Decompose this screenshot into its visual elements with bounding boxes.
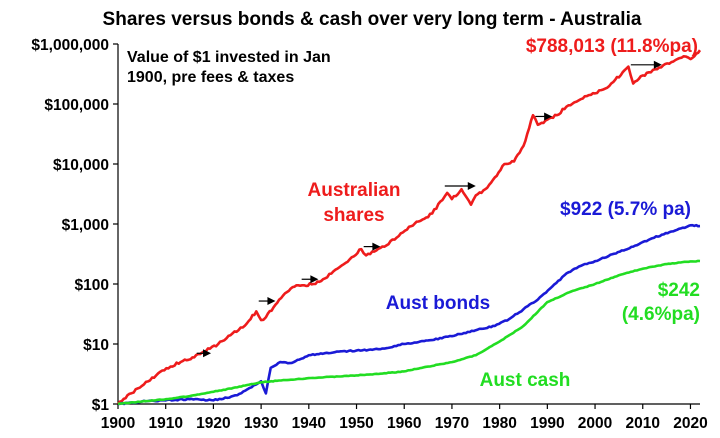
plot-area: 1900 1910 1920 1930 1940 1950 1960 1970 1980 1990… — [31, 37, 707, 432]
shares-label-line-1: Australian — [308, 180, 401, 201]
x-tick-label: 1960 — [387, 415, 421, 432]
trend-arrow — [630, 60, 662, 69]
trend-arrow — [196, 349, 212, 358]
subtitle-line-1: Value of $1 invested in Jan — [127, 49, 331, 66]
x-tick-label: 2000 — [578, 415, 612, 432]
x-tick-label: 2010 — [626, 415, 660, 432]
cash-final-value-line-1: $242 — [658, 280, 700, 301]
trend-arrow — [444, 181, 476, 190]
bonds-label: Aust bonds — [386, 293, 491, 314]
x-tick-label: 2020 — [673, 415, 707, 432]
series-line-aust-bonds — [117, 223, 701, 406]
shares-final-value: $788,013 (11.8%pa) — [526, 36, 698, 57]
chart-title: Shares versus bonds & cash over very lon… — [103, 9, 642, 30]
y-tick-label: $10,000 — [53, 157, 109, 174]
x-tick-label: 1940 — [292, 415, 326, 432]
series-layer — [116, 49, 702, 406]
x-tick-label: 1950 — [339, 415, 373, 432]
arrow-layer — [196, 60, 662, 358]
trend-arrow — [535, 112, 553, 121]
trend-arrow — [363, 242, 381, 251]
trend-arrow — [301, 275, 319, 284]
x-tick-label: 1970 — [435, 415, 469, 432]
x-ticks: 1900 1910 1920 1930 1940 1950 1960 1970 1980 1990… — [101, 404, 708, 432]
series-line-aust-cash — [117, 259, 701, 406]
y-tick-label: $1,000 — [62, 217, 109, 234]
series-line-australian-shares — [116, 49, 702, 405]
subtitle-line-2: 1900, pre fees & taxes — [127, 69, 294, 86]
bonds-final-value: $922 (5.7% pa) — [560, 199, 691, 220]
trend-arrow — [258, 297, 276, 306]
y-tick-label: $100 — [75, 277, 109, 294]
y-tick-label: $10 — [83, 337, 109, 354]
x-tick-label: 1930 — [244, 415, 278, 432]
x-tick-label: 1920 — [196, 415, 230, 432]
x-tick-label: 1900 — [101, 415, 135, 432]
y-tick-label: $1 — [92, 397, 110, 414]
cash-label: Aust cash — [480, 370, 571, 391]
shares-label-line-2: shares — [323, 205, 384, 226]
x-tick-label: 1990 — [530, 415, 564, 432]
x-tick-label: 1910 — [148, 415, 182, 432]
cash-final-value-line-2: (4.6%pa) — [622, 304, 700, 325]
y-tick-label: $100,000 — [44, 97, 109, 114]
x-tick-label: 1980 — [482, 415, 516, 432]
y-tick-label: $1,000,000 — [31, 37, 109, 54]
y-ticks: $1 $10 $100 $1,000 $10,000 $100,000 $1,000,000 — [31, 37, 118, 414]
